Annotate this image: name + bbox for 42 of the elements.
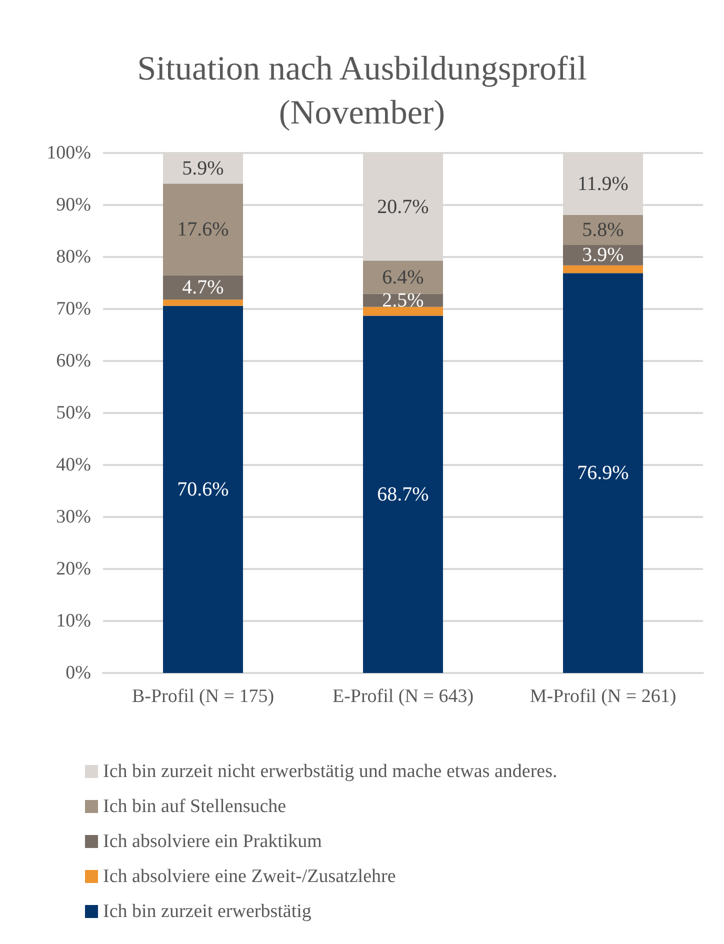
bar	[563, 273, 643, 673]
data-label: 76.9%	[577, 462, 629, 484]
data-label: 20.7%	[377, 196, 429, 218]
y-tick-label: 60%	[56, 350, 92, 372]
x-tick-label: B-Profil (N = 175)	[132, 686, 274, 707]
legend-label: Ich bin zurzeit erwerbstätig	[103, 901, 312, 922]
data-label: 6.4%	[382, 266, 424, 288]
legend-label: Ich absolviere ein Praktikum	[103, 831, 322, 852]
y-tick-label: 50%	[56, 402, 92, 424]
x-tick-label: M-Profil (N = 261)	[530, 686, 676, 707]
data-label: 5.8%	[582, 218, 624, 241]
y-tick-label: 20%	[56, 558, 92, 580]
y-tick-label: 90%	[56, 194, 92, 216]
legend-label: Ich absolviere eine Zweit-/Zusatzlehre	[103, 866, 396, 887]
data-label: 5.9%	[182, 157, 224, 180]
x-tick-label: E-Profil (N = 643)	[332, 686, 474, 707]
y-tick-label: 80%	[56, 246, 92, 268]
data-label: 11.9%	[578, 172, 628, 195]
y-tick-label: 70%	[56, 298, 92, 320]
bar	[163, 306, 243, 673]
bar	[363, 316, 443, 673]
data-label: 70.6%	[177, 478, 229, 500]
y-tick-label: 10%	[56, 610, 92, 632]
y-tick-label: 30%	[56, 506, 92, 528]
data-label: 17.6%	[177, 218, 229, 240]
data-label: 4.7%	[182, 276, 224, 298]
y-tick-label: 40%	[56, 454, 92, 476]
y-tick-label: 100%	[46, 142, 92, 164]
legend-label: Ich bin auf Stellensuche	[103, 796, 286, 817]
bar	[363, 260, 443, 294]
bar	[563, 265, 643, 274]
data-label: 3.9%	[582, 244, 624, 266]
bar	[163, 300, 243, 306]
legend-label: Ich bin zurzeit nicht erwerbstätig und mache etwas anderes.	[103, 761, 558, 782]
data-label: 2.5%	[382, 289, 424, 312]
data-label: 68.7%	[377, 483, 429, 506]
bar	[563, 214, 643, 246]
bar	[163, 275, 243, 300]
y-tick-label: 0%	[66, 662, 92, 684]
bar	[163, 184, 243, 276]
bar	[363, 306, 443, 316]
chart-title: Situation nach Ausbildungsprofil (November)	[137, 50, 587, 132]
